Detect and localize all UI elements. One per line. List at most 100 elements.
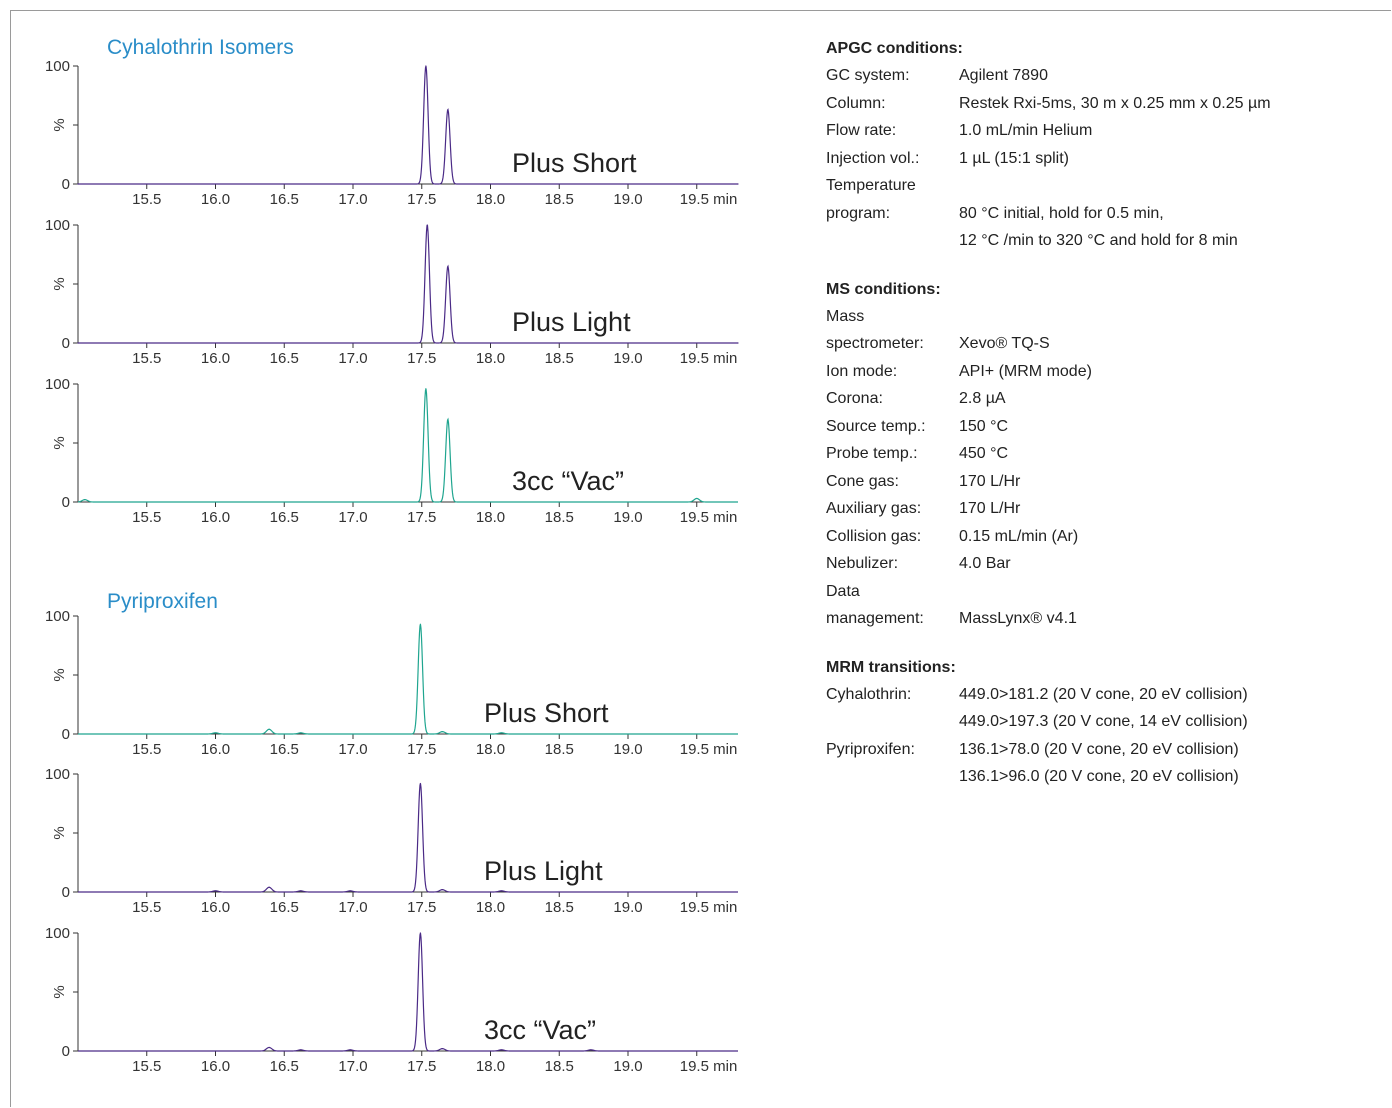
peak-point — [737, 183, 739, 185]
x-tick-label: 16.0 — [201, 350, 230, 367]
x-tick-label: 18.5 — [545, 1058, 574, 1075]
y-tick-label: 0 — [62, 176, 70, 193]
peak-point — [77, 342, 79, 344]
x-tick-label: 15.5 — [132, 741, 161, 758]
x-tick-label: 17.0 — [338, 509, 367, 526]
chromatogram-panel: 100% 0 15.5 16.0 16.5 17.0 17.5 18.0 18.5 19.0 19.… — [45, 766, 738, 916]
condition-label: Cyhalothrin: — [826, 685, 912, 703]
x-tick-label: 18.0 — [476, 1058, 505, 1075]
x-tick-label: 19.5 min — [680, 899, 738, 916]
condition-label: Auxiliary gas: — [826, 500, 922, 517]
x-tick-label: 16.5 — [270, 191, 299, 208]
condition-label: Ion mode: — [826, 362, 898, 380]
x-tick-label: 17.0 — [338, 899, 367, 916]
apgc-row: Temperature program: 80 °C initial, hold f… — [826, 172, 1386, 255]
x-tick-label: 18.0 — [476, 191, 505, 208]
condition-value: 170 L/Hr — [959, 500, 1021, 517]
condition-value — [959, 578, 1386, 606]
condition-value: 4.0 Bar — [959, 555, 1011, 572]
y-tick-label: 0 — [62, 494, 70, 511]
peak-point — [426, 224, 428, 226]
chromatogram-panel: 100% 0 15.5 16.0 16.5 17.0 17.5 18.0 18.5 19.0 19.… — [45, 58, 739, 208]
x-tick-label: 15.5 — [132, 350, 161, 367]
mrm-title: MRM transitions: — [826, 658, 956, 676]
x-tick-label: 19.0 — [613, 191, 642, 208]
y-tick-label: 100 — [45, 925, 70, 942]
ms-row: Auxiliary gas: 170 L/Hr — [826, 495, 1386, 523]
condition-label: Probe temp.: — [826, 445, 918, 462]
x-tick-label: 17.5 — [407, 1058, 436, 1075]
condition-label: program: — [826, 204, 891, 222]
condition-value: API+ (MRM mode) — [959, 362, 1092, 380]
x-tick-label: 17.0 — [338, 741, 367, 758]
x-tick-label: 19.0 — [613, 509, 642, 526]
peak-point — [447, 265, 449, 267]
condition-label: Mass — [826, 307, 865, 325]
apgc-row: Flow rate: 1.0 mL/min Helium — [826, 117, 1386, 145]
x-tick-label: 18.0 — [476, 350, 505, 367]
peak-point — [268, 728, 270, 730]
x-tick-label: 18.5 — [545, 509, 574, 526]
peak-point — [500, 890, 503, 892]
x-tick-label: 18.0 — [476, 509, 505, 526]
condition-label: Data — [826, 582, 860, 600]
y-tick-label: 0 — [62, 335, 70, 352]
condition-value: 136.1>78.0 (20 V cone, 20 eV collision) — [959, 740, 1239, 758]
condition-label: Temperature — [826, 177, 916, 194]
condition-value: MassLynx® v4.1 — [959, 610, 1077, 627]
group-title-cyhalothrin: Cyhalothrin Isomers — [107, 36, 294, 59]
peak-point — [349, 890, 351, 892]
condition-label: spectrometer: — [826, 335, 924, 352]
peak-point — [441, 889, 443, 891]
condition-value: 0.15 mL/min (Ar) — [959, 527, 1079, 545]
x-tick-label: 16.5 — [270, 741, 299, 758]
peak-point — [425, 388, 427, 390]
y-axis-label: % — [51, 436, 68, 449]
x-tick-label: 16.0 — [201, 741, 230, 758]
x-tick-label: 19.0 — [613, 350, 642, 367]
x-tick-label: 17.5 — [407, 899, 436, 916]
peak-point — [77, 183, 79, 185]
figure-frame — [10, 10, 1391, 1107]
condition-label — [826, 708, 959, 736]
condition-label: Injection vol.: — [826, 149, 920, 167]
peak-point — [590, 1049, 592, 1051]
y-tick-label: 0 — [62, 1043, 70, 1060]
x-tick-label: 17.5 — [407, 509, 436, 526]
condition-label: Source temp.: — [826, 417, 926, 435]
x-tick-label: 19.0 — [613, 741, 642, 758]
y-tick-label: 100 — [45, 766, 70, 783]
x-tick-label: 18.0 — [476, 741, 505, 758]
condition-value: Agilent 7890 — [959, 67, 1048, 84]
peak-point — [500, 1049, 503, 1051]
peak-point — [84, 499, 86, 501]
x-tick-label: 17.5 — [407, 191, 436, 208]
x-tick-label: 17.0 — [338, 350, 367, 367]
ms-row: Mass spectrometer: Xevo® TQ-S — [826, 303, 1386, 358]
chromatogram-trace — [78, 624, 738, 735]
condition-value: 12 °C /min to 320 °C and hold for 8 min — [959, 232, 1238, 249]
peak-point — [419, 932, 421, 934]
ms-row: Probe temp.: 450 °C — [826, 440, 1386, 468]
chromatogram-panel: 100% 0 15.5 16.0 16.5 17.0 17.5 18.0 18.5 19.0 19.… — [45, 217, 739, 367]
chromatogram-trace — [78, 783, 738, 893]
condition-label: GC system: — [826, 67, 910, 84]
condition-value: 1 µL (15:1 split) — [959, 149, 1070, 167]
panel-label: Plus Light — [484, 856, 603, 886]
x-tick-label: 18.0 — [476, 899, 505, 916]
chromatogram-trace — [78, 225, 738, 344]
condition-value: 150 °C — [959, 417, 1009, 435]
panel-label: 3cc “Vac” — [512, 466, 624, 496]
condition-label — [826, 227, 959, 255]
x-tick-label: 17.5 — [407, 741, 436, 758]
chromatogram-panel: 100% 0 15.5 16.0 16.5 17.0 17.5 18.0 18.5 19.0 19.… — [45, 376, 738, 526]
condition-label — [826, 763, 959, 791]
chromatogram-trace — [78, 933, 738, 1052]
x-tick-label: 19.5 min — [680, 191, 738, 208]
peak-point — [500, 732, 503, 734]
x-tick-label: 19.0 — [613, 899, 642, 916]
condition-value — [959, 172, 1386, 200]
peak-point — [268, 1046, 270, 1049]
peak-point — [447, 109, 449, 111]
y-axis-label: % — [51, 118, 68, 131]
